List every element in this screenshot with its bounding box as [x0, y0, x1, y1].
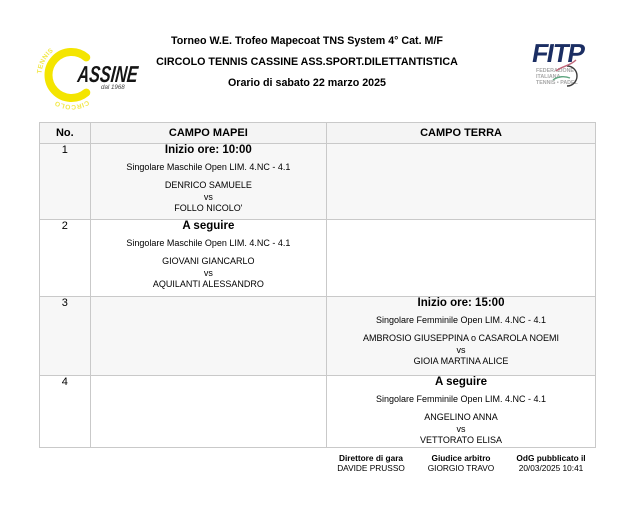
svg-text:FITP: FITP [530, 38, 587, 68]
